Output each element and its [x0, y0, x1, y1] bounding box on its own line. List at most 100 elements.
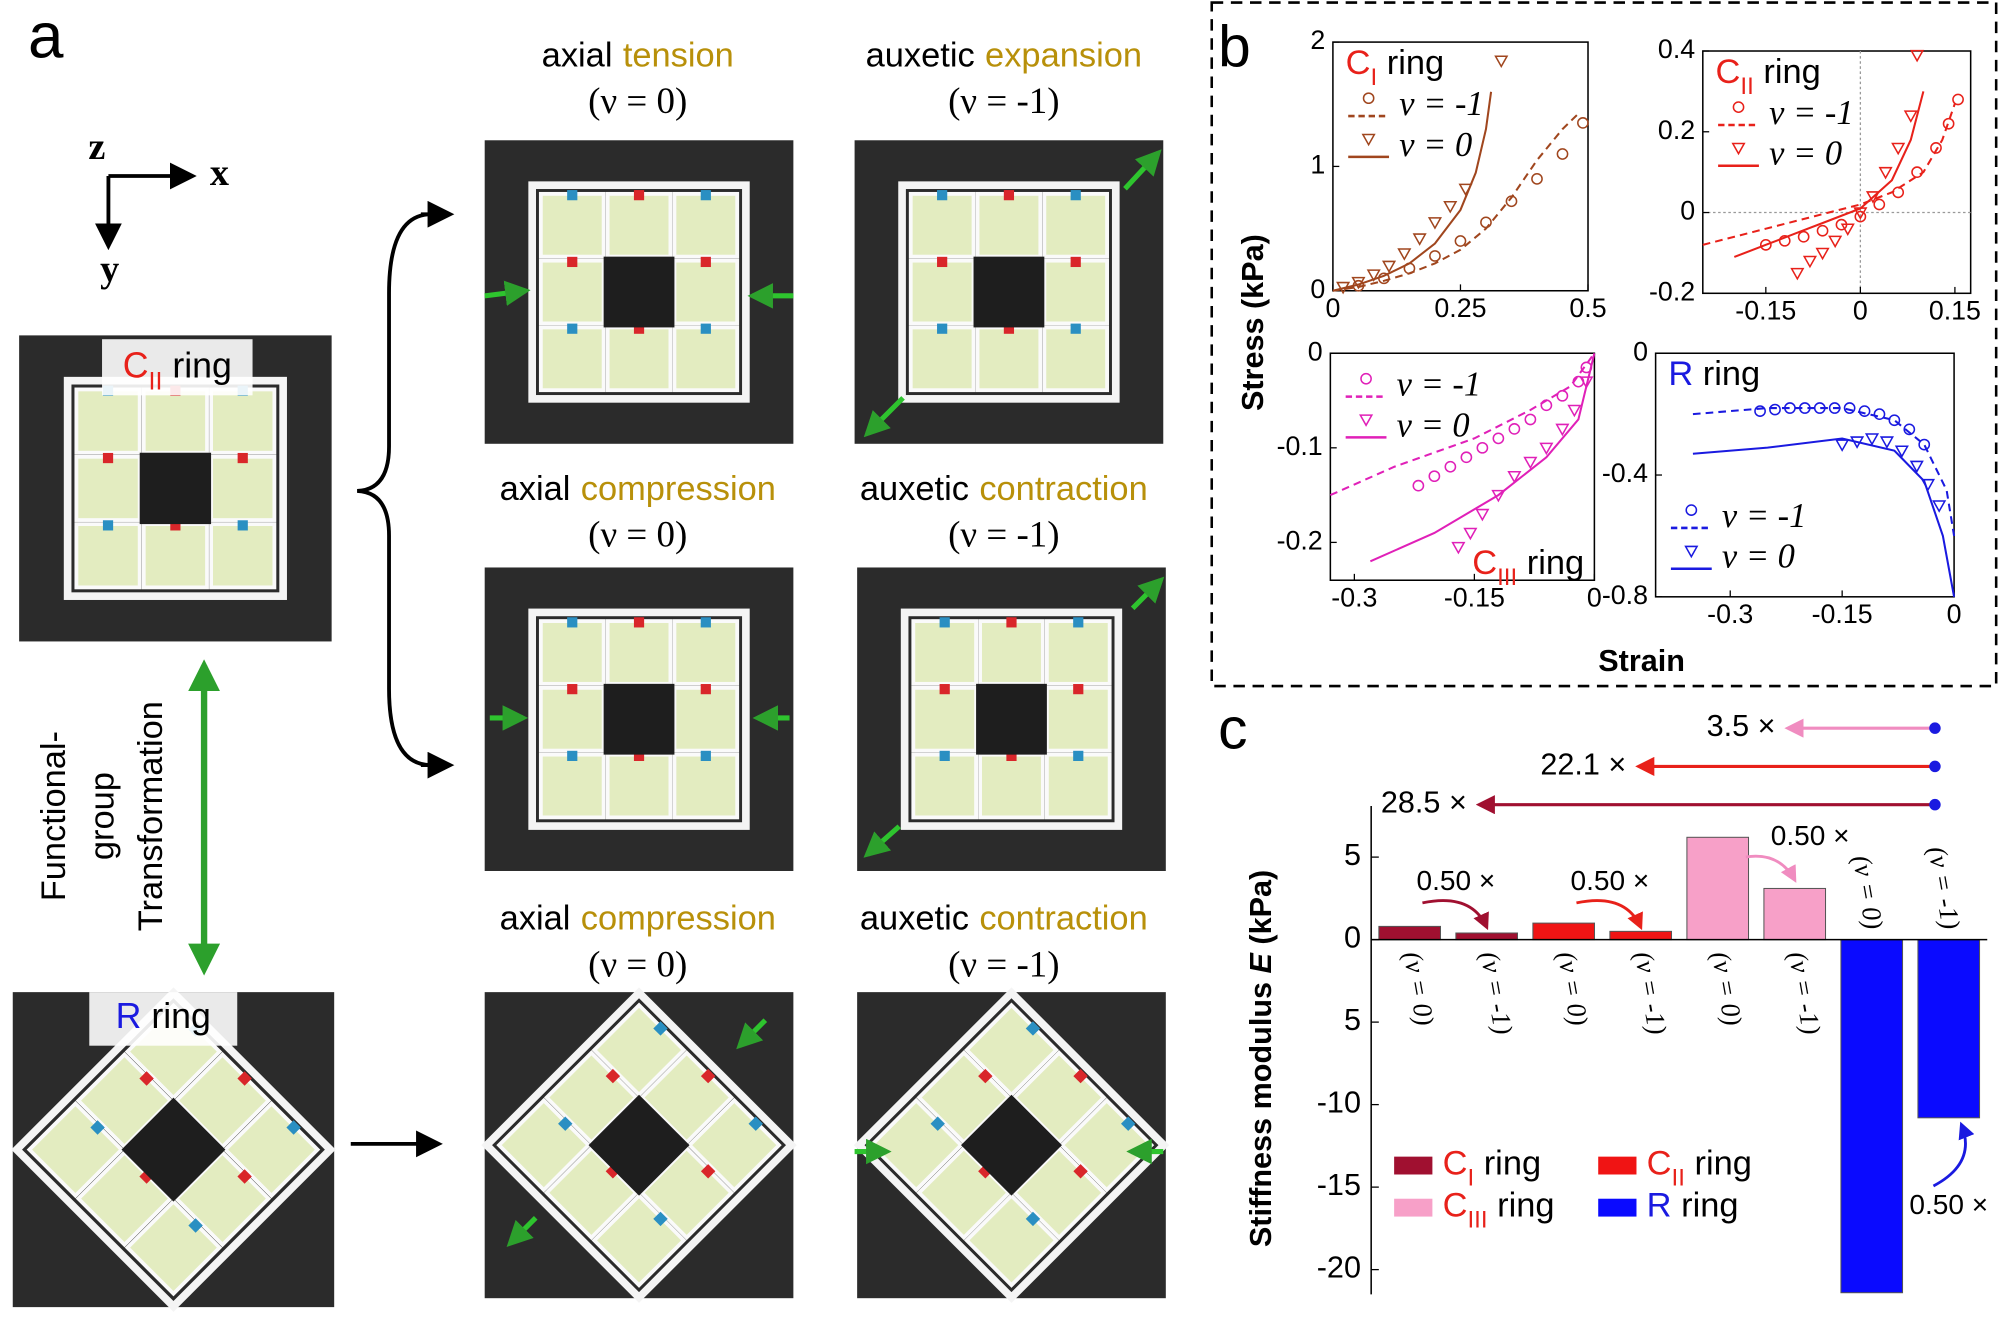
plot-frame [1332, 41, 1589, 292]
marker [1556, 148, 1569, 160]
ring-frame [481, 987, 797, 1303]
ring-sketch [481, 987, 797, 1303]
module [141, 522, 209, 590]
fold-label: 3.5 × [1707, 709, 1776, 743]
marker [1362, 92, 1375, 105]
axis-letter: z [88, 126, 105, 168]
marker [1952, 93, 1964, 106]
fold-dot [1929, 722, 1941, 734]
module [672, 258, 740, 326]
legend-label-part: C [1443, 1145, 1468, 1183]
y-tick-label: 2 [1310, 25, 1325, 55]
marker [1428, 470, 1441, 483]
marker [1444, 460, 1457, 473]
bar [1686, 836, 1750, 941]
chart-title: R ring [1668, 355, 1760, 393]
legend-label: ν = -1 [1399, 85, 1483, 123]
marker [1802, 255, 1817, 269]
axis-letter: x [210, 152, 229, 194]
legend-label: CIII ring [1443, 1187, 1555, 1234]
hinge [700, 256, 711, 268]
x-tick-label: -0.15 [1444, 582, 1505, 612]
hinge [700, 190, 711, 201]
marker [1539, 442, 1554, 456]
y-axis-label: Stiffness modulus E (kPa) [1244, 870, 1278, 1247]
ring-label-part: ring [162, 346, 231, 386]
module [74, 522, 142, 590]
ring-label-part: C [123, 346, 149, 386]
marker [1892, 186, 1905, 199]
column-condition: (ν = 0) [588, 514, 687, 556]
legend-label-part: ring [1685, 1145, 1752, 1183]
module [975, 191, 1043, 259]
ring-frame [11, 987, 336, 1312]
marker [1508, 423, 1521, 435]
module [1042, 258, 1110, 326]
ratio-arrow [1576, 899, 1643, 931]
x-tick-label: 0 [1325, 293, 1340, 323]
transform-label: Transformation [132, 701, 170, 931]
marker [1903, 110, 1918, 123]
marker [1540, 399, 1553, 412]
ring-sketch [528, 181, 750, 403]
marker [1858, 405, 1871, 417]
marker [1894, 445, 1909, 458]
module [908, 258, 976, 326]
marker [1523, 456, 1538, 470]
marker [1480, 216, 1492, 229]
panel-b-frame [1210, 1, 1998, 688]
legend-label: ν = 0 [1769, 135, 1842, 173]
y-tick-label: -0.8 [1602, 580, 1648, 610]
marker [1930, 142, 1942, 154]
hinge [1073, 750, 1084, 761]
column-title-part: auxetic [866, 36, 975, 74]
chart-title-part: ring [1693, 355, 1760, 393]
marker [1476, 441, 1489, 454]
ratio-arrow [1932, 1121, 1975, 1188]
bar [1378, 925, 1441, 941]
module [74, 387, 142, 455]
module [538, 752, 606, 820]
module [672, 685, 740, 753]
hinge [567, 684, 578, 695]
marker [1463, 527, 1478, 541]
marker [1492, 432, 1505, 445]
x-tick-label: 0.25 [1434, 293, 1486, 323]
hinge [633, 323, 645, 334]
ring-hole [973, 256, 1045, 328]
marker [1412, 479, 1425, 492]
module [911, 619, 978, 686]
marker [1873, 198, 1886, 211]
marker [1909, 460, 1924, 474]
chart-title-part: R [1668, 355, 1693, 393]
module [538, 685, 606, 753]
module [141, 387, 209, 455]
hinge [567, 190, 578, 201]
y-tick-label: -0.2 [1649, 276, 1695, 306]
marker [1475, 508, 1490, 522]
chart-title-part: ring [1754, 53, 1821, 91]
chart-title: CII ring [1716, 53, 1821, 100]
x-tick-label: 0 [1853, 296, 1868, 326]
column-title-part: contraction [979, 470, 1147, 508]
legend-swatch [1394, 1156, 1433, 1175]
fit-line [1332, 91, 1493, 292]
hinge [633, 190, 645, 201]
marker [1531, 172, 1543, 185]
column-title-part: tension [623, 36, 734, 74]
module [1044, 685, 1112, 753]
legend-label-part: C [1647, 1145, 1672, 1183]
force-arrow [1130, 576, 1165, 611]
marker [1685, 504, 1698, 516]
marker [1524, 413, 1537, 426]
column-title: axial compression [500, 900, 776, 938]
chart-title: CI ring [1346, 44, 1445, 91]
marker [1443, 200, 1458, 214]
panel-a-arrows [95, 162, 455, 1158]
module [209, 387, 277, 455]
bar [1532, 922, 1596, 941]
chart-title-part: C [1346, 44, 1371, 82]
x-tick-label: -0.15 [1812, 599, 1873, 629]
y-tick-label: -0.1 [1277, 431, 1323, 461]
force-arrow [506, 1216, 538, 1247]
